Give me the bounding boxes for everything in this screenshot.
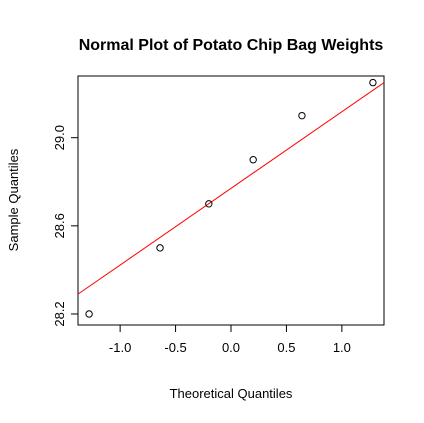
x-tick-label: -0.5 [164, 340, 186, 355]
data-point [298, 111, 306, 120]
x-axis: -1.0 -0.5 0.0 0.5 1.0 [109, 324, 351, 355]
data-point [369, 78, 377, 87]
y-axis: 28.2 28.6 29.0 [52, 125, 79, 327]
x-tick-label: 1.0 [333, 340, 351, 355]
x-axis-label: Theoretical Quantiles [170, 386, 293, 401]
reference-line-group [77, 82, 385, 295]
y-axis-label: Sample Quantiles [6, 148, 21, 251]
data-point [205, 200, 213, 208]
data-points [85, 78, 377, 318]
data-point [85, 310, 93, 318]
chart-title: Normal Plot of Potato Chip Bag Weights [79, 37, 384, 54]
x-tick-label: -1.0 [109, 340, 131, 355]
y-tick-label: 29.0 [52, 125, 67, 150]
x-tick-label: 0.5 [277, 340, 295, 355]
y-tick-label: 28.2 [52, 301, 67, 326]
data-point [156, 244, 164, 252]
y-tick-label: 28.6 [52, 213, 67, 238]
x-tick-label: 0.0 [222, 340, 240, 355]
qq-reference-line [77, 82, 385, 295]
data-point [249, 156, 257, 164]
plot-frame [77, 75, 385, 326]
